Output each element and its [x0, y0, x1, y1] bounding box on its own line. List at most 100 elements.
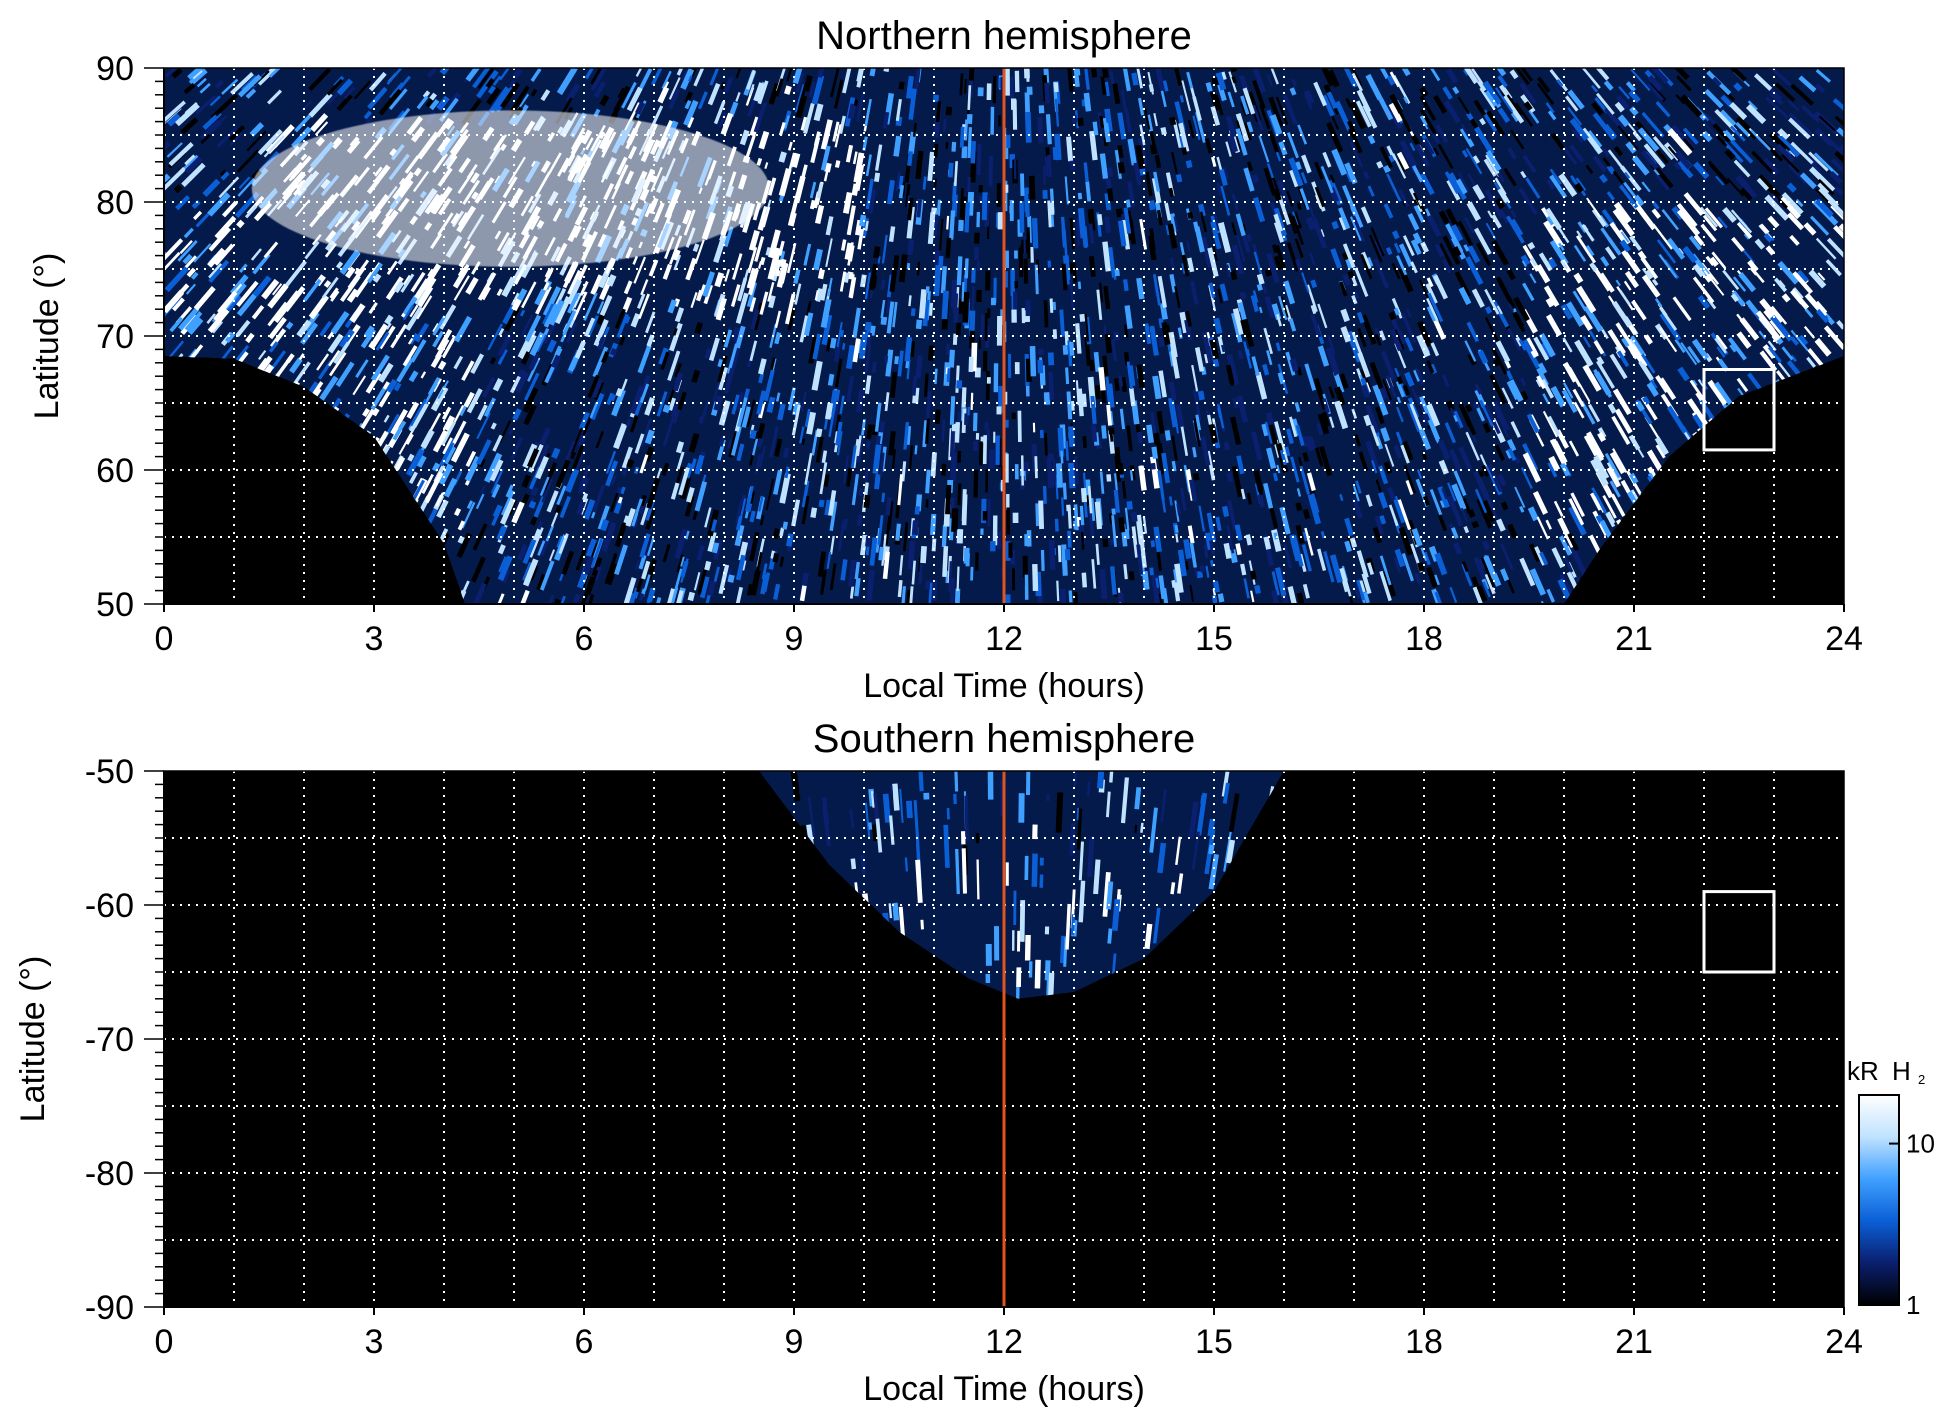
- emission-streak: [869, 537, 878, 566]
- emission-streak: [1236, 455, 1245, 475]
- emission-streak: [1174, 563, 1184, 593]
- emission-streak: [1137, 97, 1145, 116]
- emission-streak: [1204, 138, 1213, 154]
- emission-streak: [946, 215, 950, 230]
- emission-streak: [1277, 180, 1290, 206]
- emission-streak: [1532, 490, 1548, 515]
- emission-streak: [761, 563, 768, 580]
- emission-streak: [562, 310, 577, 336]
- emission-streak: [1569, 117, 1589, 141]
- emission-streak: [1641, 111, 1665, 138]
- emission-streak: [898, 184, 905, 199]
- emission-streak: [1641, 363, 1654, 381]
- emission-streak: [961, 494, 968, 526]
- emission-streak: [1403, 96, 1409, 104]
- emission-streak: [757, 80, 769, 105]
- emission-streak: [812, 333, 822, 360]
- emission-streak: [1786, 212, 1805, 231]
- emission-streak: [482, 377, 496, 399]
- emission-streak: [774, 438, 783, 457]
- emission-streak: [1130, 511, 1138, 523]
- emission-streak: [791, 404, 801, 436]
- emission-streak: [973, 469, 979, 498]
- emission-streak: [308, 381, 319, 393]
- emission-streak: [1522, 339, 1530, 348]
- emission-streak: [317, 375, 339, 404]
- emission-streak: [181, 162, 206, 188]
- emission-streak: [1790, 336, 1799, 346]
- emission-streak: [1615, 94, 1630, 110]
- emission-streak: [1279, 449, 1287, 466]
- emission-streak: [1779, 196, 1801, 220]
- emission-streak: [1813, 152, 1839, 177]
- emission-streak: [1294, 238, 1304, 258]
- emission-streak: [497, 555, 513, 581]
- emission-streak: [1769, 91, 1784, 106]
- emission-streak: [813, 103, 824, 122]
- emission-streak: [1084, 479, 1092, 496]
- emission-streak: [1495, 340, 1511, 363]
- emission-streak: [901, 586, 905, 604]
- emission-streak: [436, 95, 450, 111]
- emission-streak: [1699, 206, 1719, 228]
- emission-streak: [851, 473, 859, 506]
- emission-streak: [772, 528, 780, 540]
- emission-streak: [749, 429, 757, 440]
- emission-streak: [1442, 235, 1461, 266]
- emission-streak: [1476, 242, 1492, 267]
- emission-streak: [809, 181, 817, 199]
- emission-streak: [1352, 291, 1360, 300]
- emission-streak: [1242, 318, 1255, 348]
- emission-streak: [1277, 195, 1291, 225]
- emission-streak: [1607, 237, 1621, 255]
- emission-streak: [1107, 928, 1113, 944]
- emission-streak: [1062, 482, 1067, 500]
- emission-streak: [710, 519, 718, 532]
- emission-streak: [1104, 193, 1112, 211]
- emission-streak: [519, 309, 526, 317]
- emission-streak: [1477, 558, 1487, 570]
- emission-streak: [1365, 73, 1383, 101]
- emission-streak: [748, 485, 754, 499]
- emission-streak: [667, 299, 677, 314]
- emission-streak: [709, 68, 722, 86]
- emission-streak: [1599, 272, 1615, 293]
- emission-streak: [554, 504, 562, 515]
- emission-streak: [774, 310, 782, 328]
- emission-streak: [1649, 379, 1658, 390]
- emission-streak: [251, 305, 265, 320]
- emission-streak: [1666, 405, 1688, 434]
- emission-streak: [690, 292, 698, 309]
- emission-streak: [584, 68, 597, 80]
- north-x-axis: 0 3 6 9 12 15 18 21 24: [155, 67, 1863, 658]
- emission-streak: [939, 218, 944, 251]
- emission-streak: [1243, 578, 1250, 599]
- emission-streak: [769, 426, 779, 458]
- emission-streak: [1152, 375, 1162, 400]
- emission-streak: [1591, 101, 1604, 116]
- emission-streak: [1118, 517, 1126, 533]
- y-tick-label: 50: [96, 586, 134, 624]
- emission-streak: [1083, 92, 1092, 112]
- emission-streak: [590, 68, 608, 86]
- emission-streak: [750, 491, 756, 504]
- emission-streak: [1816, 300, 1828, 313]
- emission-streak: [470, 556, 486, 583]
- emission-streak: [1629, 106, 1639, 117]
- emission-streak: [1246, 492, 1253, 505]
- emission-streak: [795, 73, 805, 93]
- emission-streak: [1215, 516, 1222, 531]
- emission-streak: [432, 330, 444, 348]
- emission-streak: [787, 307, 796, 331]
- emission-streak: [1596, 360, 1615, 389]
- emission-streak: [1177, 549, 1187, 577]
- emission-streak: [1149, 228, 1155, 239]
- emission-streak: [1445, 208, 1460, 229]
- emission-streak: [1044, 432, 1048, 456]
- emission-streak: [1682, 127, 1699, 145]
- emission-streak: [1484, 317, 1499, 342]
- emission-streak: [1558, 242, 1565, 251]
- emission-streak: [907, 540, 916, 570]
- emission-streak: [1817, 272, 1826, 281]
- y-tick-label: 60: [96, 452, 134, 490]
